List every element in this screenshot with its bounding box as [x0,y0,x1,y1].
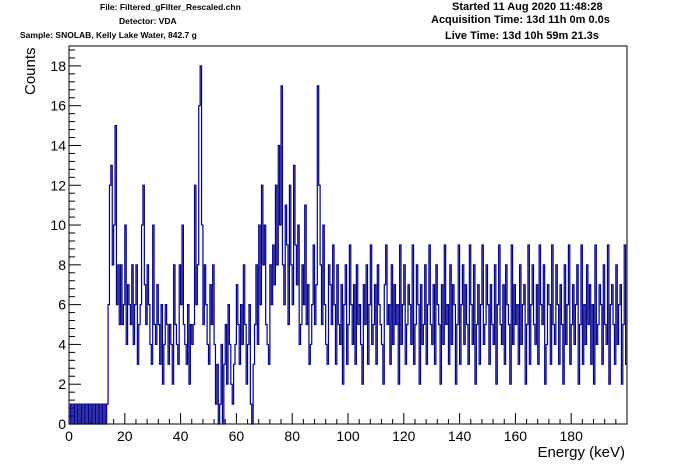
x-axis-ticks [68,413,628,424]
x-tick-label: 140 [448,428,472,444]
x-tick-label: 20 [117,428,133,444]
y-tick-label: 14 [50,137,66,153]
x-tick-label: 120 [392,428,416,444]
spectrum-series-line [69,65,627,425]
y-tick-label: 4 [58,336,66,352]
y-tick-label: 2 [58,376,66,392]
x-tick-label: 60 [229,428,245,444]
plot-frame [68,45,628,425]
header-sample: Sample: SNOLAB, Kelly Lake Water, 842.7 … [20,30,197,40]
y-tick-label: 10 [50,217,66,233]
x-axis-tick-labels: 0 20 40 60 80 100 120 140 160 180 [65,428,583,444]
x-tick-label: 100 [336,428,360,444]
y-axis-tick-labels: 0 2 4 6 8 10 12 14 16 18 [50,58,66,432]
header-live-time: Live Time: 13d 10h 59m 21.3s [445,30,599,42]
x-tick-label: 0 [65,428,73,444]
header-started: Started 11 Aug 2020 11:48:28 [452,1,603,13]
header-detector: Detector: VDA [119,16,177,26]
y-tick-label: 6 [58,297,66,313]
y-axis-title: Counts [22,47,39,95]
x-tick-label: 160 [504,428,528,444]
x-tick-label: 180 [560,428,584,444]
header-file: File: Filtered_gFilter_Rescaled.chn [100,2,241,12]
y-tick-label: 18 [50,58,66,74]
x-axis-title: Energy (keV) [537,444,625,461]
x-tick-label: 40 [173,428,189,444]
y-tick-label: 0 [58,416,66,432]
y-axis-ticks [69,49,81,425]
header-acquisition-time: Acquisition Time: 13d 11h 0m 0.0s [431,14,610,26]
y-tick-label: 8 [58,257,66,273]
y-tick-label: 16 [50,98,66,114]
y-tick-label: 12 [50,177,66,193]
x-tick-label: 80 [284,428,300,444]
